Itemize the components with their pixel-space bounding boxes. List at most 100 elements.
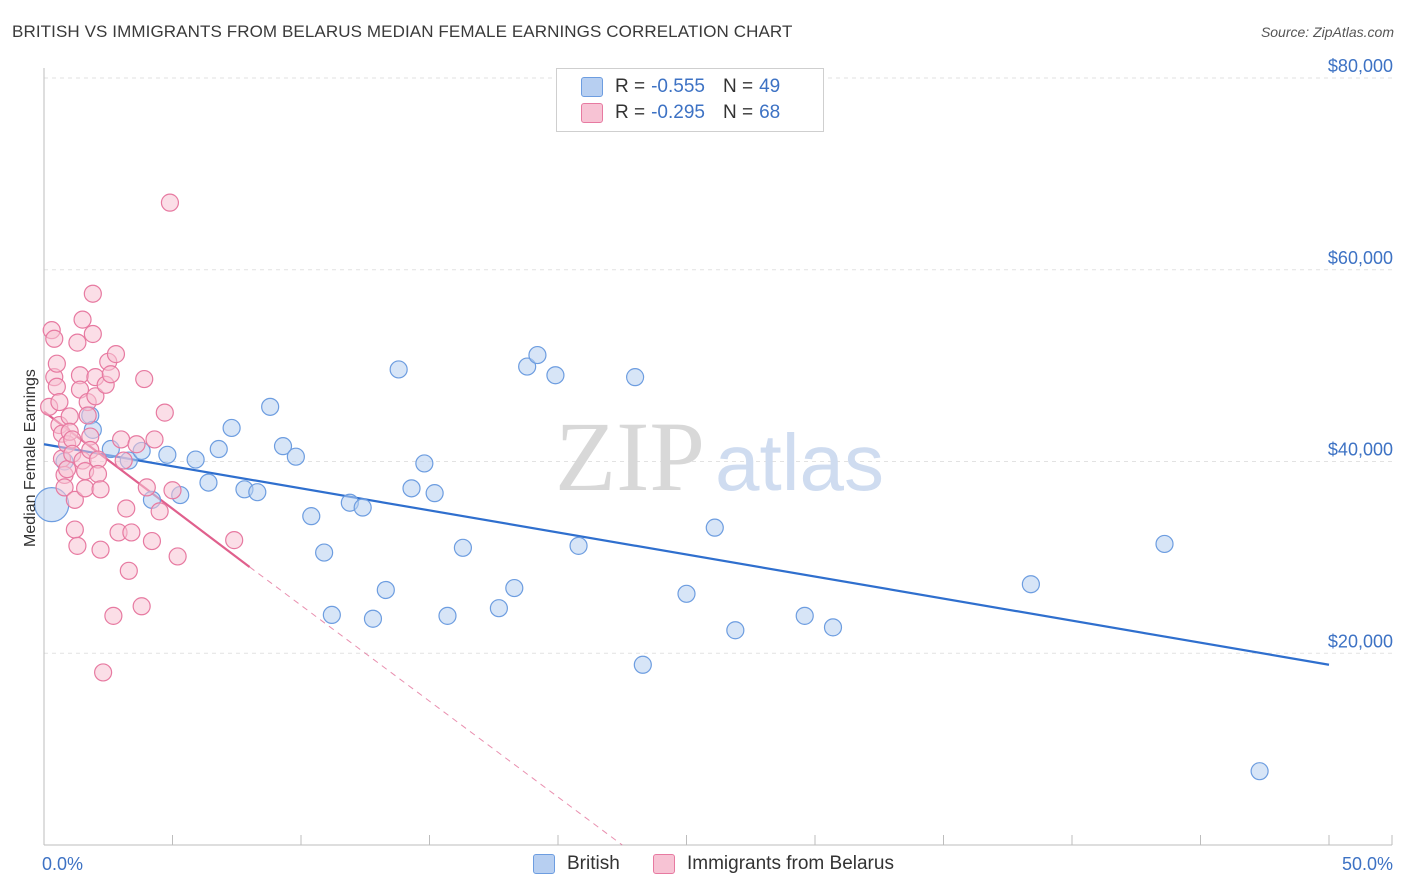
british-point-8 bbox=[158, 445, 177, 464]
belarus-legend-label: Immigrants from Belarus bbox=[687, 853, 894, 874]
british-point-23 bbox=[353, 498, 372, 517]
belarus-n-label: N = bbox=[722, 102, 754, 123]
british-point-38 bbox=[625, 368, 645, 387]
british-point-34 bbox=[518, 357, 537, 376]
british-point-25 bbox=[376, 580, 395, 600]
gridlines bbox=[44, 77, 1392, 654]
belarus-point-40 bbox=[94, 663, 113, 682]
y-tick-label-40000: $40,000 bbox=[1328, 440, 1393, 460]
belarus-point-47 bbox=[111, 430, 131, 449]
british-point-45 bbox=[1021, 575, 1040, 594]
british-point-13 bbox=[222, 418, 241, 438]
belarus-point-61 bbox=[163, 481, 182, 500]
belarus-point-39 bbox=[91, 540, 110, 559]
belarus-point-58 bbox=[150, 502, 169, 521]
belarus-point-56 bbox=[142, 531, 162, 551]
british-point-29 bbox=[425, 484, 444, 503]
x-tick-label-0: 0.0% bbox=[42, 854, 83, 874]
british-n-label: N = bbox=[722, 76, 754, 97]
data-points bbox=[34, 193, 1269, 781]
belarus-point-4 bbox=[47, 354, 66, 373]
belarus-point-33 bbox=[83, 324, 102, 344]
watermark-atlas: atlas bbox=[715, 418, 884, 507]
x-tick-label-50: 50.0% bbox=[1342, 854, 1393, 874]
british-point-47 bbox=[1250, 762, 1269, 781]
belarus-point-19 bbox=[65, 520, 84, 539]
belarus-swatch bbox=[581, 103, 603, 123]
belarus-point-27 bbox=[76, 479, 95, 498]
british-point-36 bbox=[546, 366, 565, 385]
british-point-28 bbox=[415, 454, 434, 473]
british-point-27 bbox=[402, 479, 421, 498]
british-r-label: R = bbox=[615, 76, 646, 97]
british-r-value: -0.555 bbox=[651, 76, 705, 97]
belarus-point-55 bbox=[137, 478, 156, 497]
belarus-point-13 bbox=[58, 460, 77, 479]
axes bbox=[43, 68, 1393, 846]
belarus-r-value: -0.295 bbox=[651, 102, 705, 123]
belarus-point-53 bbox=[132, 597, 151, 616]
british-point-26 bbox=[389, 360, 408, 379]
british-point-15 bbox=[248, 483, 267, 502]
watermark-zip: ZIP bbox=[555, 401, 705, 512]
british-point-43 bbox=[795, 606, 814, 625]
source-label: Source: ZipAtlas.com bbox=[1260, 24, 1394, 40]
chart-title: BRITISH VS IMMIGRANTS FROM BELARUS MEDIA… bbox=[12, 22, 793, 41]
legend-row-belarus: R = -0.295 N = 68 bbox=[581, 101, 780, 125]
belarus-point-54 bbox=[135, 369, 154, 389]
british-point-12 bbox=[209, 439, 228, 459]
british-point-37 bbox=[569, 536, 588, 555]
belarus-point-48 bbox=[114, 451, 133, 470]
belarus-point-38 bbox=[91, 480, 110, 499]
y-tick-label-20000: $20,000 bbox=[1328, 631, 1393, 651]
belarus-point-49 bbox=[117, 499, 136, 518]
y-tick-label-60000: $60,000 bbox=[1328, 248, 1393, 268]
belarus-point-32 bbox=[83, 284, 102, 303]
trendline-belarus-2 bbox=[249, 566, 623, 846]
correlation-legend: R = -0.555 N = 49 R = -0.295 N = 68 bbox=[556, 68, 824, 132]
tick-labels: $20,000 $40,000 $60,000 $80,000 0.0% 50.0% bbox=[42, 56, 1393, 874]
belarus-point-62 bbox=[168, 547, 187, 566]
belarus-point-2 bbox=[45, 329, 64, 348]
belarus-point-29 bbox=[78, 406, 97, 425]
british-point-44 bbox=[823, 618, 843, 637]
legend-item-british[interactable]: British bbox=[533, 853, 620, 875]
british-point-21 bbox=[322, 605, 341, 625]
british-point-11 bbox=[199, 473, 218, 492]
british-point-32 bbox=[489, 599, 508, 618]
legend-row-british: R = -0.555 N = 49 bbox=[581, 75, 780, 99]
british-point-20 bbox=[315, 543, 334, 562]
british-point-42 bbox=[726, 621, 745, 640]
belarus-legend-swatch bbox=[653, 854, 675, 874]
british-point-16 bbox=[261, 397, 280, 416]
british-legend-label: British bbox=[567, 853, 620, 874]
belarus-point-20 bbox=[68, 536, 87, 555]
belarus-point-45 bbox=[106, 345, 126, 364]
british-point-35 bbox=[528, 345, 547, 365]
british-point-18 bbox=[286, 447, 305, 466]
y-axis-title: Median Female Earnings bbox=[22, 369, 39, 547]
belarus-point-57 bbox=[145, 430, 164, 449]
belarus-n-value: 68 bbox=[759, 102, 781, 123]
british-swatch bbox=[581, 77, 603, 97]
british-point-24 bbox=[363, 609, 383, 628]
belarus-point-59 bbox=[155, 403, 174, 422]
british-legend-swatch bbox=[533, 854, 555, 874]
belarus-point-14 bbox=[60, 407, 79, 426]
legend-item-belarus[interactable]: Immigrants from Belarus bbox=[653, 853, 894, 875]
british-point-17 bbox=[273, 437, 293, 456]
belarus-point-6 bbox=[50, 392, 69, 412]
british-n-value: 49 bbox=[759, 76, 781, 97]
series-legend: British Immigrants from Belarus bbox=[0, 853, 1406, 877]
belarus-point-35 bbox=[86, 387, 105, 406]
belarus-point-24 bbox=[73, 310, 92, 329]
british-point-30 bbox=[438, 606, 457, 625]
belarus-point-51 bbox=[122, 523, 141, 542]
belarus-point-5 bbox=[47, 377, 66, 396]
belarus-point-18 bbox=[65, 490, 84, 509]
british-point-19 bbox=[302, 507, 321, 526]
belarus-point-50 bbox=[119, 561, 138, 580]
british-point-41 bbox=[705, 518, 724, 537]
british-point-39 bbox=[633, 655, 652, 674]
